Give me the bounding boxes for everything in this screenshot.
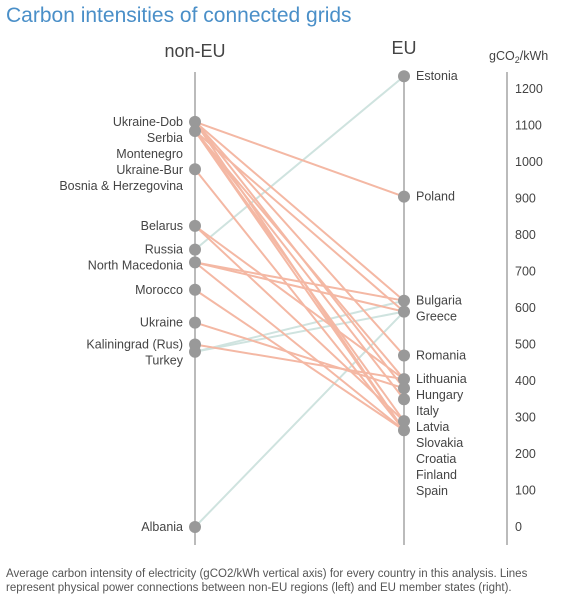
y-tick-label-700: 700 [515, 265, 536, 279]
right-dot-estonia [398, 70, 410, 83]
right-label-latvia: Latvia [416, 420, 449, 434]
left-label-ukraine-bur: Ukraine-Bur [116, 163, 183, 177]
right-dot-greece [398, 305, 410, 318]
link-serbia-to-poland [194, 120, 405, 198]
link-north-macedonia-to-greece [194, 261, 405, 313]
unit-label: gCO2/kWh [489, 49, 548, 65]
left-label-turkey: Turkey [145, 354, 183, 368]
link-belarus-to-lithuania [194, 225, 405, 380]
y-tick-label-0: 0 [515, 520, 522, 534]
right-label-lithuania: Lithuania [416, 372, 467, 386]
chart-caption: Average carbon intensity of electricity … [6, 568, 528, 594]
right-label-greece: Greece [416, 310, 457, 324]
left-dot-belarus [189, 219, 201, 232]
right-label-bulgaria: Bulgaria [416, 294, 462, 308]
link-belarus-to-latvia [194, 225, 405, 422]
y-axis-ticks: 0 100 200 300 400 500 600 700 800 900 1000 1100 1200 [515, 82, 543, 534]
left-label-montenegro: Montenegro [116, 147, 183, 161]
right-dot-poland [398, 190, 410, 203]
left-label-morocco: Morocco [135, 283, 183, 297]
left-label-north-macedonia: North Macedonia [88, 259, 183, 273]
right-label-croatia: Croatia [416, 452, 456, 466]
country-labels: Ukraine-Dob Serbia Montenegro Ukraine-Bur Bo… [59, 69, 466, 534]
link-turkey-to-greece [194, 310, 405, 353]
chart-title: Carbon intensities of connected grids [6, 4, 352, 27]
left-dot-albania [189, 521, 201, 533]
right-dot-romania [398, 349, 410, 362]
y-tick-label-900: 900 [515, 192, 536, 206]
link-albania-to-greece [194, 310, 405, 528]
link-north-macedonia-to-slovakia [194, 261, 405, 432]
link-montenegro-to-greece [194, 130, 405, 313]
left-dot-ukraine [189, 316, 201, 329]
left-dot-russia [189, 243, 201, 256]
y-tick-label-600: 600 [515, 301, 536, 315]
left-label-kaliningrad-rus: Kaliningrad (Rus) [86, 338, 183, 352]
left-label-ukraine: Ukraine [140, 316, 183, 330]
y-tick-label-300: 300 [515, 411, 536, 425]
y-tick-label-400: 400 [515, 374, 536, 388]
unit-label-subscript: 2 [515, 55, 520, 65]
y-tick-label-800: 800 [515, 228, 536, 242]
right-label-estonia: Estonia [416, 69, 458, 83]
left-label-serbia: Serbia [147, 131, 183, 145]
left-dot-bosnia-herzegovina [189, 163, 201, 176]
unit-label-suffix: /kWh [520, 49, 549, 63]
unit-label-prefix: gCO [489, 49, 515, 63]
y-tick-label-100: 100 [515, 484, 536, 498]
right-label-slovakia: Slovakia [416, 436, 463, 450]
link-ukraine-to-hungary [194, 321, 405, 390]
left-label-russia: Russia [145, 243, 183, 257]
y-tick-label-1100: 1100 [515, 119, 542, 133]
y-tick-label-200: 200 [515, 447, 536, 461]
right-label-poland: Poland [416, 190, 455, 204]
right-label-spain: Spain [416, 484, 448, 498]
right-label-finland: Finland [416, 468, 457, 482]
right-dot-lithuania [398, 373, 410, 386]
left-column-header: non-EU [164, 41, 225, 61]
y-tick-label-1200: 1200 [515, 82, 543, 96]
right-dot-hungary [398, 382, 410, 395]
left-label-bosnia-herzegovina: Bosnia & Herzegovina [59, 179, 183, 193]
right-label-hungary: Hungary [416, 388, 464, 402]
right-dot-italy [398, 393, 410, 406]
link-turkey-to-bulgaria [194, 299, 405, 353]
link-north-macedonia-to-bulgaria [194, 261, 405, 302]
link-bosnia-herzegovina-to-slovakia [194, 168, 405, 431]
right-label-romania: Romania [416, 348, 466, 362]
right-dot-bulgaria [398, 294, 410, 307]
left-dot-montenegro [189, 124, 201, 137]
y-tick-label-1000: 1000 [515, 155, 543, 169]
link-kaliningrad-rus-to-lithuania [194, 343, 405, 381]
right-dot-latvia [398, 415, 410, 428]
country-dots [189, 70, 410, 533]
link-serbia-to-bulgaria [194, 121, 405, 302]
slope-chart: non-EU EU gCO2/kWh Ukraine-Dob Serbia Mont… [59, 38, 548, 545]
left-dot-serbia [189, 115, 201, 128]
link-russia-to-estonia [194, 75, 405, 251]
link-montenegro-to-lithuania [194, 130, 405, 380]
link-morocco-to-slovakia [194, 288, 405, 432]
right-dot-slovakia [398, 424, 410, 437]
left-dot-turkey [189, 345, 201, 358]
left-label-ukraine-dob: Ukraine-Dob [113, 115, 183, 129]
right-label-italy: Italy [416, 404, 440, 418]
left-dot-north-macedonia [189, 256, 201, 269]
interconnector-lines [194, 75, 405, 528]
left-label-albania: Albania [141, 520, 183, 534]
right-column-header: EU [391, 38, 416, 58]
left-label-belarus: Belarus [141, 219, 183, 233]
left-dot-morocco [189, 283, 201, 296]
y-tick-label-500: 500 [515, 338, 536, 352]
